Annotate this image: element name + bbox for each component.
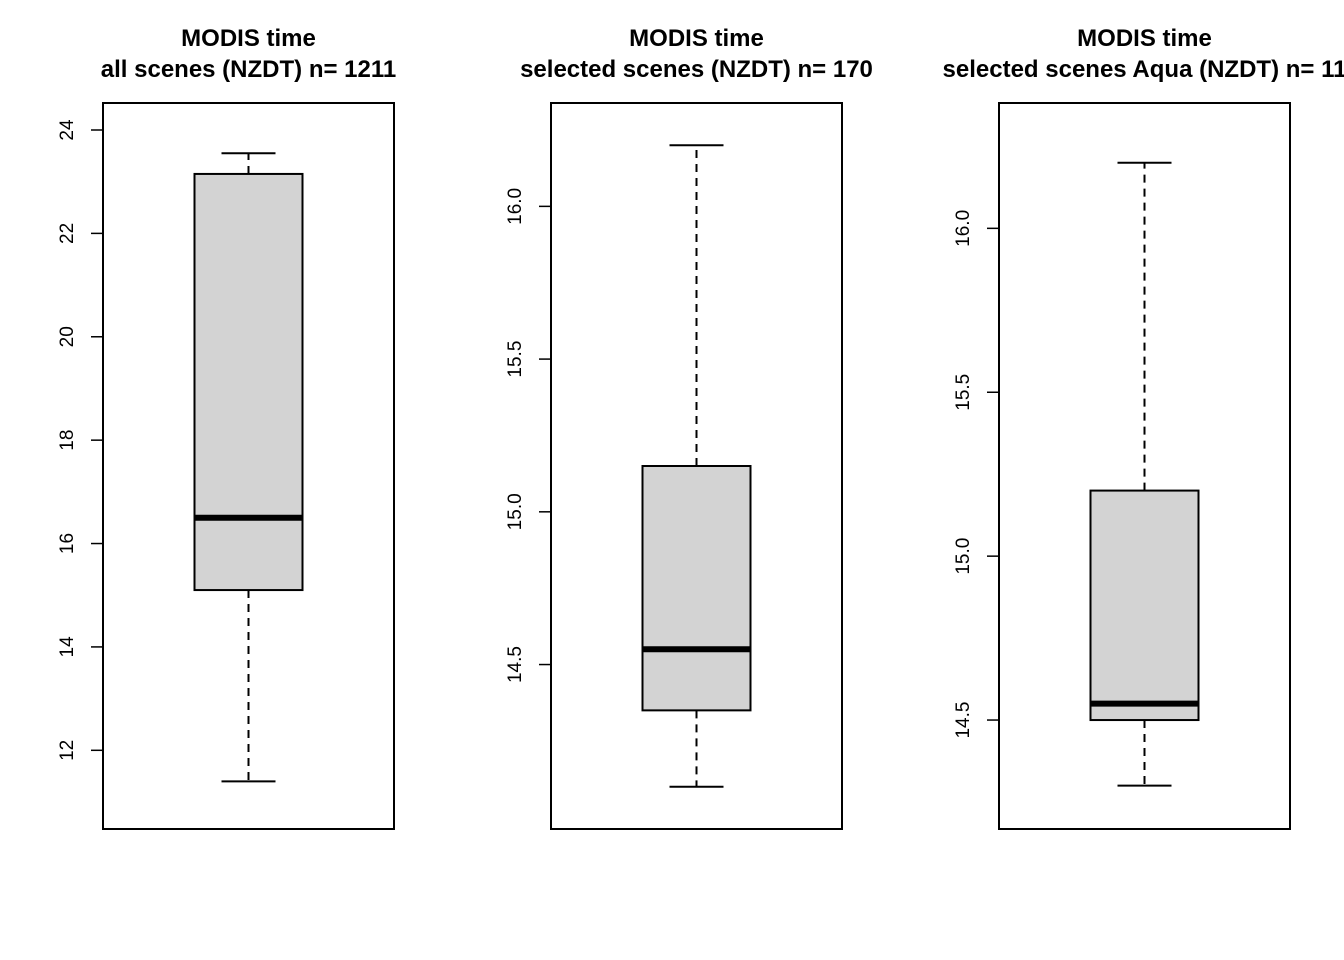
- y-tick-label: 15.0: [953, 538, 974, 575]
- y-tick-label: 15.0: [505, 493, 526, 530]
- boxplot-panel-1: MODIS time all scenes (NZDT) n= 1211 12 14 1…: [57, 25, 396, 830]
- iqr-box: [193, 172, 304, 592]
- boxplot-panel-3: MODIS time selected scenes Aqua (NZDT) n=…: [943, 25, 1344, 830]
- panel-title: MODIS time: [1077, 25, 1212, 52]
- panel-title: MODIS time: [629, 25, 764, 52]
- y-tick-label: 24: [57, 119, 78, 141]
- y-tick-label: 20: [57, 326, 78, 347]
- y-tick-label: 16.0: [505, 188, 526, 225]
- y-tick-label: 22: [57, 223, 78, 244]
- panel-title: MODIS time: [181, 25, 316, 52]
- y-tick-label: 16: [57, 533, 78, 554]
- y-tick-label: 18: [57, 430, 78, 451]
- y-tick-label: 14.5: [505, 646, 526, 683]
- iqr-box: [1089, 489, 1200, 722]
- boxplot-panel-2: MODIS time selected scenes (NZDT) n= 170 1…: [505, 25, 873, 830]
- panel-subtitle: all scenes (NZDT) n= 1211: [101, 56, 396, 83]
- panel-subtitle: selected scenes (NZDT) n= 170: [520, 56, 873, 83]
- iqr-box: [641, 465, 752, 712]
- y-tick-label: 14.5: [953, 702, 974, 739]
- y-tick-label: 15.5: [953, 374, 974, 411]
- panel-subtitle: selected scenes Aqua (NZDT) n= 11: [943, 56, 1344, 83]
- y-tick-label: 12: [57, 740, 78, 761]
- y-tick-label: 14: [57, 636, 78, 658]
- y-tick-label: 16.0: [953, 210, 974, 247]
- y-tick-label: 15.5: [505, 341, 526, 378]
